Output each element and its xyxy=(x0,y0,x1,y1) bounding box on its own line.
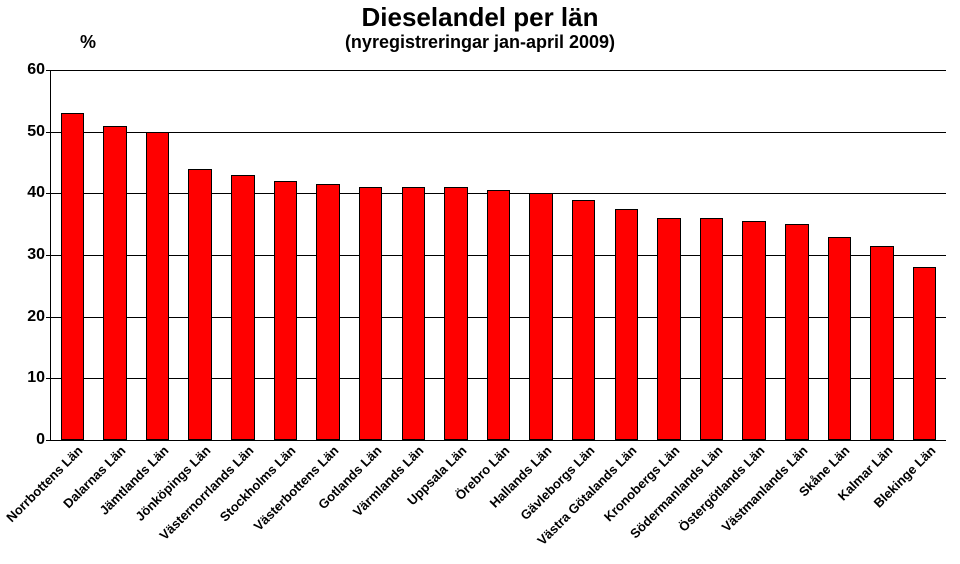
bar xyxy=(657,218,680,440)
bar xyxy=(700,218,723,440)
bar-chart: Dieselandel per län (nyregistreringar ja… xyxy=(0,0,960,564)
y-tick-label: 40 xyxy=(27,184,51,202)
bar xyxy=(61,113,84,440)
bar xyxy=(188,169,211,440)
plot-area: 0102030405060Norrbottens LänDalarnas Län… xyxy=(50,70,946,441)
bar xyxy=(529,193,552,440)
y-tick-label: 10 xyxy=(27,369,51,387)
bar xyxy=(487,190,510,440)
bar xyxy=(572,200,595,441)
y-tick-label: 60 xyxy=(27,61,51,79)
bar xyxy=(828,237,851,441)
bar xyxy=(231,175,254,440)
chart-subtitle: (nyregistreringar jan-april 2009) xyxy=(0,32,960,53)
bar xyxy=(146,132,169,440)
bar xyxy=(103,126,126,441)
bar xyxy=(444,187,467,440)
bar xyxy=(742,221,765,440)
bar xyxy=(615,209,638,440)
y-tick-label: 50 xyxy=(27,123,51,141)
bar xyxy=(316,184,339,440)
gridline xyxy=(51,132,946,133)
bar xyxy=(785,224,808,440)
y-tick-label: 20 xyxy=(27,308,51,326)
gridline xyxy=(51,70,946,71)
y-axis-label: % xyxy=(80,32,96,53)
bar xyxy=(870,246,893,440)
bar xyxy=(402,187,425,440)
y-tick-label: 30 xyxy=(27,246,51,264)
bar xyxy=(913,267,936,440)
bar xyxy=(359,187,382,440)
chart-title: Dieselandel per län xyxy=(0,2,960,33)
y-tick-label: 0 xyxy=(36,431,51,449)
bar xyxy=(274,181,297,440)
